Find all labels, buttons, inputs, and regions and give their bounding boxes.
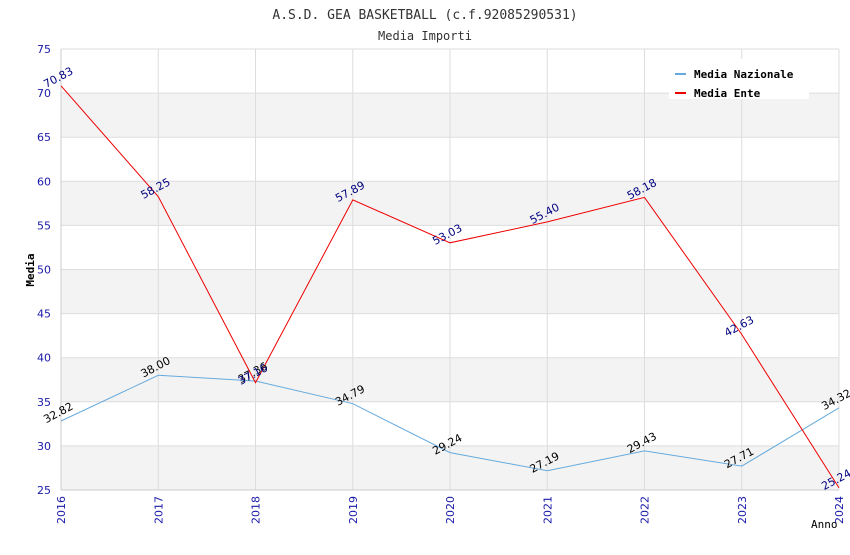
y-tick-label: 75 <box>37 43 51 56</box>
x-tick-label: 2021 <box>541 496 554 524</box>
chart-title: A.S.D. GEA BASKETBALL (c.f.92085290531) <box>272 8 577 23</box>
x-tick-label: 2018 <box>250 496 263 524</box>
x-tick-label: 2017 <box>152 496 165 524</box>
y-tick-label: 35 <box>37 396 51 409</box>
y-tick-label: 65 <box>37 131 51 144</box>
x-tick-label: 2016 <box>55 496 68 524</box>
y-tick-label: 30 <box>37 440 51 453</box>
x-tick-label: 2024 <box>833 496 846 524</box>
x-tick-label: 2020 <box>444 496 457 524</box>
x-tick-label: 2023 <box>736 496 749 524</box>
y-tick-label: 40 <box>37 352 51 365</box>
y-tick-label: 25 <box>37 484 51 497</box>
axes <box>60 49 839 491</box>
y-tick-labels: 25 30 35 40 45 50 55 60 65 70 75 <box>37 43 51 497</box>
x-tick-label: 2022 <box>639 496 652 524</box>
y-tick-label: 60 <box>37 175 51 188</box>
chart-subtitle: Media Importi <box>378 29 472 43</box>
legend-box <box>669 59 809 99</box>
y-axis-label: Media <box>24 253 37 286</box>
y-tick-label: 70 <box>37 87 51 100</box>
x-tick-label: 2019 <box>347 496 360 524</box>
legend: Media Nazionale Media Ente <box>669 59 809 100</box>
x-axis-label: Anno <box>811 518 838 531</box>
y-tick-label: 45 <box>37 308 51 321</box>
series-line-media-ente <box>60 85 840 489</box>
x-tick-labels: 2016 2017 2018 2019 2020 2021 2022 2023 2024 <box>55 496 846 524</box>
series-line-media-nazionale <box>60 374 840 472</box>
series-lines <box>60 85 840 489</box>
y-tick-label: 55 <box>37 219 51 232</box>
legend-label: Media Nazionale <box>694 68 794 81</box>
y-tick-label: 50 <box>37 264 51 277</box>
legend-label: Media Ente <box>694 87 761 100</box>
